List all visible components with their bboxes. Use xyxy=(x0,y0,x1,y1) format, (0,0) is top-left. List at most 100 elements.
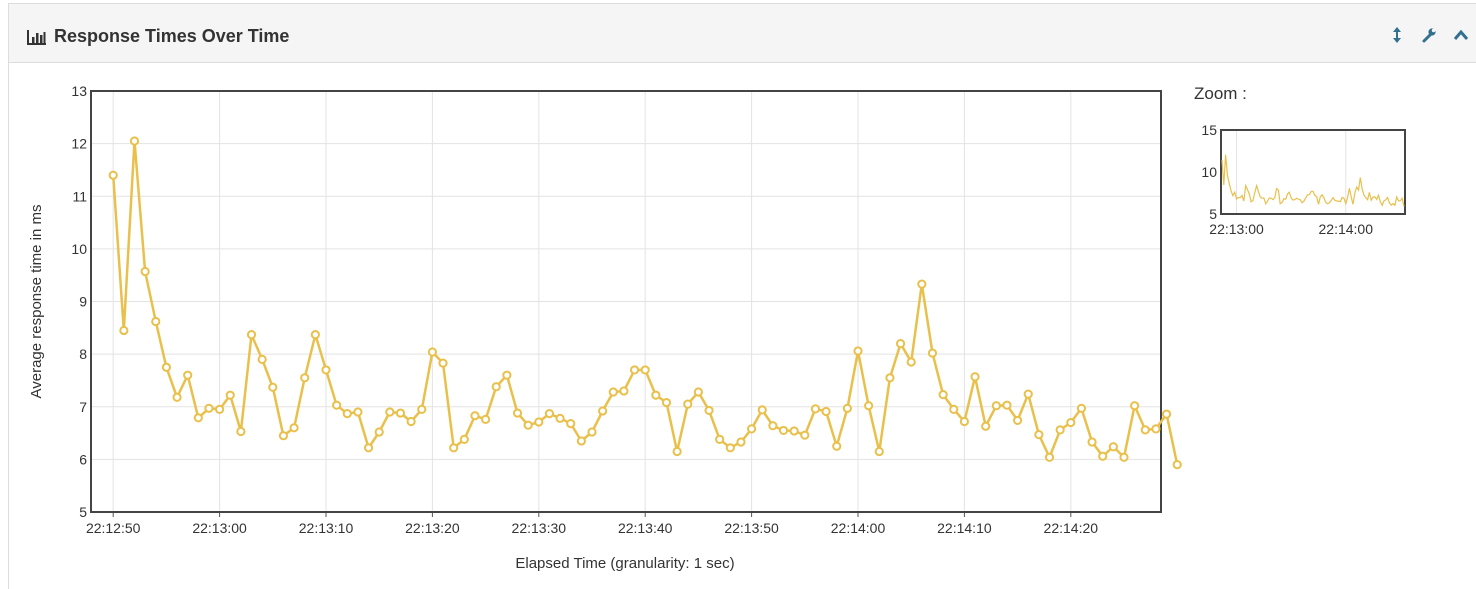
data-point xyxy=(1002,400,1012,410)
zoom-x-tick-label: 22:13:00 xyxy=(1209,221,1264,237)
data-point xyxy=(417,404,427,414)
data-point xyxy=(1066,417,1076,428)
data-point xyxy=(406,416,416,427)
data-point xyxy=(1108,442,1118,452)
data-point xyxy=(747,424,757,434)
data-point xyxy=(1161,409,1172,419)
x-tick-label: 22:14:00 xyxy=(831,520,886,536)
x-tick-label: 22:13:40 xyxy=(618,520,673,536)
data-point xyxy=(821,406,831,417)
x-tick-label: 22:13:30 xyxy=(512,520,567,536)
data-point xyxy=(1119,452,1129,462)
data-point xyxy=(768,421,778,431)
data-point xyxy=(310,330,320,340)
data-point xyxy=(1140,425,1150,435)
data-point xyxy=(225,390,235,400)
panel-title: Response Times Over Time xyxy=(27,26,289,47)
x-tick-label: 22:13:00 xyxy=(192,520,247,536)
data-point xyxy=(800,430,810,440)
data-point xyxy=(481,414,491,424)
data-point xyxy=(342,408,352,419)
data-point xyxy=(938,390,948,400)
zoom-y-tick-label: 5 xyxy=(1209,206,1217,222)
bar-chart-icon xyxy=(27,29,47,45)
data-point xyxy=(1013,415,1023,426)
data-point xyxy=(353,407,363,417)
response-times-panel: Response Times Over Time Zoo xyxy=(8,3,1476,589)
zoom-series-line xyxy=(1221,154,1405,207)
data-point xyxy=(512,408,523,418)
data-point xyxy=(161,362,171,372)
data-point xyxy=(619,386,629,396)
panel-tools xyxy=(1389,26,1469,44)
data-point xyxy=(789,426,799,436)
zoom-chart[interactable]: 5 10 15 22:13:00 22:14:00 xyxy=(1189,114,1429,249)
data-point xyxy=(193,413,203,423)
y-tick-label: 6 xyxy=(79,451,87,467)
data-point xyxy=(1055,425,1065,435)
data-point xyxy=(129,136,140,146)
data-point xyxy=(183,370,193,380)
x-tick-label: 22:13:20 xyxy=(405,520,460,536)
data-point xyxy=(672,446,682,457)
data-point xyxy=(629,365,640,375)
data-point xyxy=(534,417,544,427)
data-point xyxy=(449,443,459,453)
y-tick-label: 9 xyxy=(79,294,87,310)
x-tick-label: 22:13:50 xyxy=(724,520,779,536)
data-point xyxy=(853,346,863,356)
data-point xyxy=(651,390,661,400)
data-point xyxy=(927,348,938,358)
data-point xyxy=(151,316,161,327)
data-point xyxy=(576,436,586,446)
data-point xyxy=(459,434,469,444)
data-point xyxy=(1034,430,1044,440)
data-point xyxy=(661,397,672,408)
chevron-up-icon[interactable] xyxy=(1453,26,1469,44)
panel-title-text: Response Times Over Time xyxy=(54,26,290,46)
data-point xyxy=(1151,424,1161,434)
data-point xyxy=(1130,401,1140,411)
data-point xyxy=(215,404,225,414)
data-point xyxy=(108,170,118,180)
data-point xyxy=(885,373,895,383)
data-point xyxy=(544,408,555,419)
data-point xyxy=(757,405,767,415)
data-point xyxy=(736,437,746,447)
data-point xyxy=(268,382,278,392)
data-point xyxy=(1076,403,1087,413)
data-point xyxy=(895,339,906,349)
data-point xyxy=(864,401,874,411)
y-axis-label: Average response time in ms xyxy=(28,205,45,399)
data-point xyxy=(555,413,565,423)
data-point xyxy=(236,426,246,437)
data-point xyxy=(959,416,970,427)
data-point xyxy=(1044,452,1055,462)
data-point xyxy=(917,279,927,289)
data-point xyxy=(1172,460,1182,470)
zoom-x-tick-label: 22:14:00 xyxy=(1319,221,1374,237)
resize-vertical-icon[interactable] xyxy=(1389,26,1405,44)
data-point xyxy=(246,330,257,340)
zoom-y-tick-label: 10 xyxy=(1201,164,1217,180)
data-point xyxy=(491,382,501,392)
data-point xyxy=(278,431,289,441)
data-point xyxy=(693,387,704,397)
x-tick-label: 22:14:10 xyxy=(937,520,992,536)
x-tick-label: 22:14:20 xyxy=(1044,520,1099,536)
data-point xyxy=(1023,389,1033,399)
data-point xyxy=(119,325,129,336)
data-point xyxy=(374,427,384,437)
zoom-y-tick-label: 15 xyxy=(1201,122,1217,138)
x-tick-label: 22:13:10 xyxy=(299,520,354,536)
y-tick-label: 11 xyxy=(72,188,87,204)
data-point xyxy=(438,358,448,368)
data-point xyxy=(874,446,884,457)
data-point xyxy=(1098,451,1108,461)
zoom-label: Zoom : xyxy=(1194,84,1247,103)
y-tick-label: 7 xyxy=(79,399,87,415)
data-point xyxy=(427,347,437,357)
data-point xyxy=(523,420,533,430)
data-point xyxy=(778,425,789,436)
wrench-icon[interactable] xyxy=(1421,26,1437,44)
